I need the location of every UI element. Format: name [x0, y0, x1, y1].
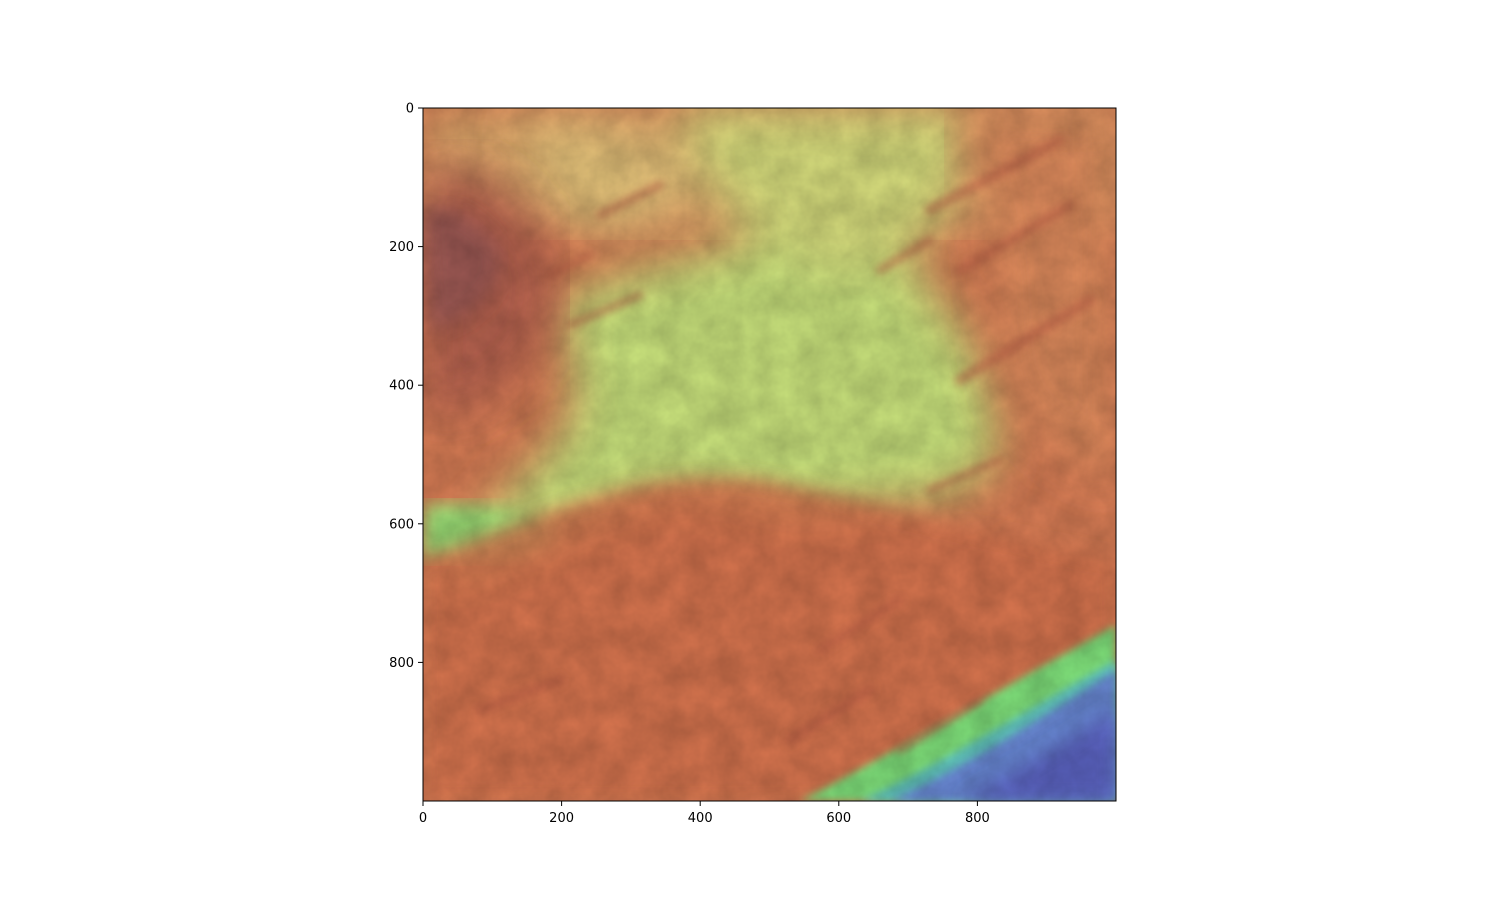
- x-tick-label: 600: [826, 811, 851, 826]
- x-tick-label: 400: [688, 811, 713, 826]
- x-tick-label: 0: [419, 811, 427, 826]
- y-tick-label: 800: [389, 656, 414, 671]
- y-axis: 0 200 400 600 800: [389, 102, 423, 671]
- y-tick-label: 600: [389, 517, 414, 532]
- x-tick-label: 200: [549, 811, 574, 826]
- y-tick-label: 400: [389, 379, 414, 394]
- y-tick-label: 0: [406, 102, 414, 117]
- plot-frame: [422, 107, 1117, 802]
- x-axis: 0 200 400 600 800: [419, 801, 990, 826]
- elevation-map-image: [423, 108, 1116, 801]
- y-tick-label: 200: [389, 240, 414, 255]
- x-tick-label: 800: [965, 811, 990, 826]
